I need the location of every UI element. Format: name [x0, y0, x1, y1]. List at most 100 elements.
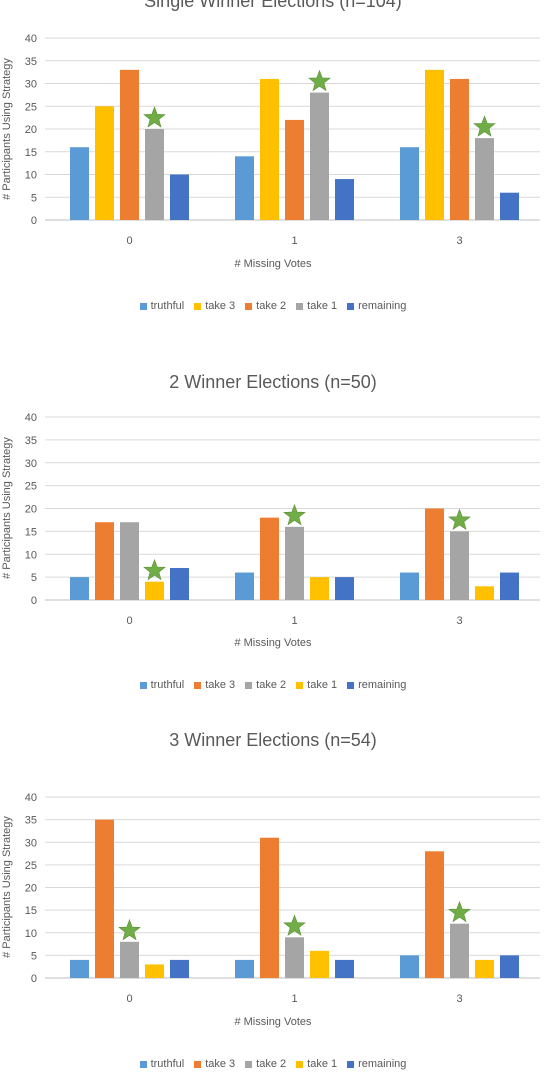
star-marker-icon	[473, 115, 496, 137]
legend-swatch	[347, 1060, 355, 1068]
chart-plot-single-winner: 0 5 10 15 20 25 30 35 40 0 1 3	[25, 33, 540, 247]
y-tick-label: 35	[25, 56, 37, 68]
x-tick-label: 3	[456, 993, 462, 1005]
legend-label: take 3	[205, 1058, 236, 1070]
bar-take-3-1	[260, 837, 279, 978]
legend: truthful take 3 take 2 take 1 remaining	[0, 1058, 546, 1070]
bar-truthful-0	[70, 959, 89, 978]
legend-item-take-2: take 2	[245, 679, 286, 691]
bar-take-2-1	[285, 119, 304, 220]
legend-swatch	[245, 1060, 253, 1068]
legend-swatch	[194, 302, 202, 310]
bar-remaining-0	[170, 959, 189, 978]
x-tick-label: 1	[291, 615, 297, 627]
bar-take-1-3	[475, 586, 494, 600]
x-tick-label: 0	[126, 615, 132, 627]
legend-item-take-3: take 3	[194, 1058, 235, 1070]
bar-truthful-1	[235, 156, 254, 220]
star-marker-icon	[308, 69, 331, 92]
chart-panel-single-winner: 0 5 10 15 20 25 30 35 40 0 1 3 Single Winner Electi…	[0, 0, 546, 358]
y-tick-label: 5	[31, 950, 37, 962]
legend-label: remaining	[358, 1058, 407, 1070]
bar-remaining-1	[335, 959, 354, 978]
bar-take-1-1	[310, 92, 329, 220]
legend-label: take 2	[256, 300, 287, 312]
y-tick-label: 40	[25, 412, 37, 424]
legend-item-truthful: truthful	[139, 679, 184, 691]
bar-remaining-3	[500, 572, 519, 600]
y-tick-label: 25	[25, 860, 37, 872]
bar-take-3-0	[95, 819, 114, 978]
legend: truthful take 3 take 2 take 1 remaining	[0, 300, 546, 312]
bar-take-2-0	[120, 941, 139, 978]
bar-take-1-0	[145, 964, 164, 978]
legend-item-take-2: take 2	[245, 300, 286, 312]
x-tick-label: 1	[291, 235, 297, 247]
legend-item-take-1: take 1	[296, 300, 337, 312]
legend-swatch	[296, 1060, 304, 1068]
bar-take-3-1	[260, 78, 279, 220]
legend-label: take 1	[307, 1058, 338, 1070]
bar-remaining-1	[335, 179, 354, 220]
y-tick-label: 25	[25, 101, 37, 113]
star-marker-icon	[448, 900, 471, 923]
x-axis-label: # Missing Votes	[234, 1016, 312, 1028]
bar-take-1-3	[475, 959, 494, 978]
y-tick-label: 0	[31, 973, 37, 985]
chart-title: 2 Winner Elections (n=50)	[169, 372, 377, 392]
star-marker-icon	[143, 106, 166, 128]
bar-take-1-3	[475, 138, 494, 220]
y-tick-label: 20	[25, 124, 37, 136]
legend-item-take-1: take 1	[296, 679, 337, 691]
bar-remaining-0	[170, 174, 189, 220]
legend-item-take-1: take 1	[296, 1058, 337, 1070]
y-tick-label: 30	[25, 458, 37, 470]
bar-take-3-1	[260, 517, 279, 600]
bar-remaining-3	[500, 955, 519, 978]
bar-take-2-0	[120, 522, 139, 600]
legend-label: take 3	[205, 679, 236, 691]
y-tick-label: 25	[25, 481, 37, 493]
y-axis-label: # Participants Using Strategy	[0, 816, 13, 958]
legend-swatch	[347, 681, 355, 689]
legend: truthful take 3 take 2 take 1 remaining	[0, 679, 546, 691]
legend-item-remaining: remaining	[347, 1058, 406, 1070]
legend-label: take 1	[307, 300, 338, 312]
star-marker-icon	[448, 508, 471, 530]
legend-label: remaining	[358, 300, 407, 312]
bar-take-3-3	[425, 69, 444, 220]
legend-swatch	[347, 302, 355, 310]
bar-truthful-1	[235, 959, 254, 978]
legend-swatch	[194, 681, 202, 689]
legend-swatch	[139, 302, 147, 310]
y-tick-label: 15	[25, 526, 37, 538]
star-marker-icon	[118, 918, 141, 941]
star-marker-icon	[283, 503, 306, 526]
y-tick-label: 30	[25, 79, 37, 91]
bar-take-2-3	[450, 78, 469, 220]
bar-take-3-0	[95, 522, 114, 600]
bar-take-3-3	[425, 851, 444, 978]
legend-swatch	[139, 681, 147, 689]
legend-label: take 3	[205, 300, 236, 312]
y-tick-label: 5	[31, 192, 37, 204]
legend-swatch	[296, 681, 304, 689]
y-tick-label: 15	[25, 905, 37, 917]
y-tick-label: 20	[25, 504, 37, 516]
legend-item-take-3: take 3	[194, 679, 235, 691]
bar-take-3-3	[425, 508, 444, 600]
bar-take-2-3	[450, 531, 469, 600]
y-tick-label: 5	[31, 572, 37, 584]
legend-label: truthful	[150, 300, 185, 312]
chart-panel-2-winner: 0 5 10 15 20 25 30 35 40 0 1 3 2 Winner Elections (…	[0, 358, 546, 716]
bar-remaining-1	[335, 577, 354, 600]
y-tick-label: 10	[25, 170, 37, 182]
y-tick-label: 40	[25, 792, 37, 804]
y-axis-label: # Participants Using Strategy	[0, 437, 13, 579]
bar-take-1-0	[145, 129, 164, 220]
legend-swatch	[245, 302, 253, 310]
y-tick-label: 20	[25, 883, 37, 895]
bar-take-2-3	[450, 923, 469, 978]
chart-plot-2-winner: 0 5 10 15 20 25 30 35 40 0 1 3	[25, 412, 540, 627]
y-tick-label: 35	[25, 815, 37, 827]
